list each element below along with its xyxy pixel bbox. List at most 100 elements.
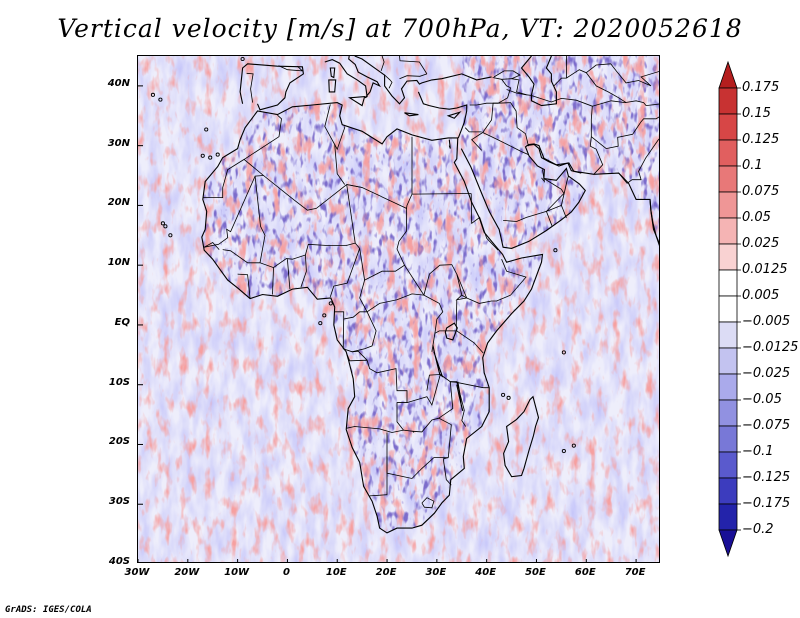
colorbar-segment — [718, 217, 738, 245]
madagascar-coastline — [503, 395, 540, 478]
country-border — [482, 102, 529, 147]
colorbar-label: 0.025 — [742, 236, 780, 251]
country-border — [397, 374, 441, 407]
island-outline — [208, 155, 213, 160]
country-border — [440, 374, 489, 389]
colorbar-segment — [718, 295, 738, 323]
country-border — [503, 210, 553, 226]
country-border — [383, 74, 393, 89]
country-border — [334, 311, 368, 320]
colorbar-label: 0.1 — [742, 158, 763, 173]
island-outline — [501, 392, 506, 397]
country-border — [346, 136, 413, 209]
crete-coastline — [404, 112, 419, 117]
colorbar-label: −0.0125 — [742, 340, 799, 355]
colorbar-segment — [718, 87, 738, 115]
india-coastline — [649, 199, 659, 246]
lon-tick-label: 40E — [475, 567, 497, 578]
island-outline — [150, 92, 155, 97]
country-border — [591, 116, 659, 150]
country-border — [506, 89, 532, 96]
colorbar-segment — [718, 113, 738, 141]
colorbar-label: 0.05 — [742, 210, 771, 225]
lat-tick-label: EQ — [114, 316, 130, 328]
lon-tick-label: 60E — [574, 567, 596, 578]
country-border — [470, 193, 499, 251]
island-outline — [215, 152, 220, 157]
colorbar-label: 0.075 — [742, 184, 780, 199]
country-border — [511, 78, 527, 96]
colorbar-label: −0.125 — [742, 470, 791, 485]
country-border — [442, 457, 452, 486]
country-border — [272, 267, 274, 295]
country-border — [586, 63, 659, 87]
island-outline — [571, 443, 576, 448]
colorbar-segment — [718, 191, 738, 219]
country-border — [501, 79, 511, 89]
country-border — [456, 259, 527, 304]
sardinia-coastline — [328, 79, 337, 93]
country-border — [287, 259, 291, 290]
colorbar-label: −0.025 — [742, 366, 791, 381]
country-border — [469, 87, 511, 106]
lake-victoria — [444, 322, 458, 341]
colorbar-segment — [718, 243, 738, 271]
country-border — [455, 294, 484, 354]
island-outline — [160, 221, 165, 226]
country-border — [278, 65, 304, 72]
colorbar-segment — [718, 269, 738, 297]
arabia-coastline — [460, 143, 659, 249]
map-panel[interactable] — [137, 55, 660, 563]
country-border — [399, 73, 428, 80]
colorbar-segment — [718, 347, 738, 375]
colorbar-label: −0.175 — [742, 496, 791, 511]
island-outline — [158, 97, 163, 102]
country-border — [329, 248, 361, 298]
island-outline — [168, 233, 173, 238]
lat-tick-label: 20N — [107, 197, 130, 209]
country-border — [438, 381, 467, 427]
country-border — [399, 56, 428, 75]
coastlines-and-borders — [150, 56, 659, 534]
colorbar-segment — [718, 399, 738, 427]
country-border — [222, 249, 307, 288]
colorbar-label: 0.175 — [742, 80, 780, 95]
colorbar-label: 0.005 — [742, 288, 780, 303]
lon-tick-label: 10E — [325, 567, 347, 578]
island-outline — [561, 350, 566, 355]
colorbar-segment — [718, 321, 738, 349]
country-border — [204, 241, 220, 250]
balkans-coastline — [354, 56, 492, 105]
country-border — [471, 132, 529, 155]
island-outline — [328, 301, 333, 306]
corsica-coastline — [329, 67, 336, 79]
lon-tick-label: 0 — [282, 567, 290, 578]
colorbar-label: 0.125 — [742, 132, 780, 147]
country-border — [434, 330, 457, 334]
colorbar-segment — [718, 139, 738, 167]
country-border — [237, 273, 251, 299]
country-border — [346, 184, 407, 281]
colorbar-label: −0.2 — [742, 522, 774, 537]
island-outline — [200, 153, 205, 158]
lon-tick-label: 20W — [174, 567, 200, 578]
country-border — [421, 497, 435, 509]
country-border — [334, 126, 346, 151]
island-outline — [163, 224, 168, 229]
country-border — [352, 311, 377, 353]
country-border — [530, 95, 604, 175]
country-border — [411, 193, 472, 195]
island-outline — [561, 448, 566, 454]
country-border — [543, 175, 569, 219]
country-border — [346, 354, 408, 431]
country-border — [618, 138, 659, 184]
lon-tick-label: 20E — [375, 567, 397, 578]
colorbar-label: 0.0125 — [742, 262, 788, 277]
country-border — [202, 159, 245, 198]
island-outline — [204, 127, 209, 132]
country-border — [404, 264, 425, 296]
country-border — [246, 72, 254, 103]
island-outline — [318, 321, 323, 326]
lon-tick-label: 70E — [624, 567, 646, 578]
colorbar-label: −0.075 — [742, 418, 791, 433]
